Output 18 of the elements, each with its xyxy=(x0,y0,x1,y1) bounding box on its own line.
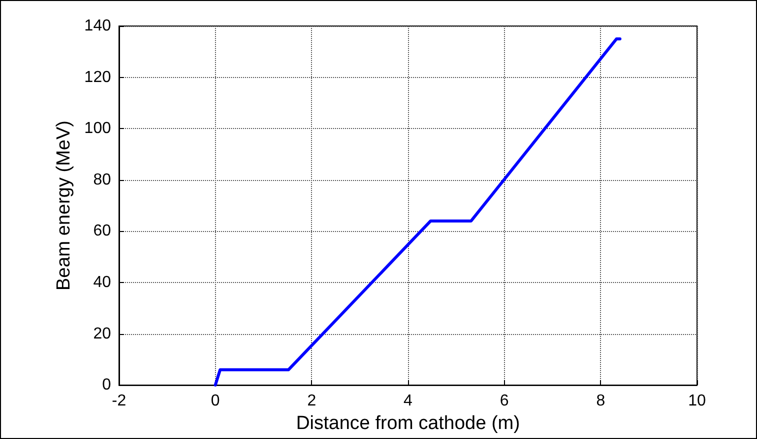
x-tick-label: 10 xyxy=(688,392,706,410)
x-tick-label: -2 xyxy=(112,392,126,410)
y-axis-title: Beam energy (MeV) xyxy=(53,120,74,291)
line-series xyxy=(214,37,622,387)
x-tick-label: 4 xyxy=(404,392,413,410)
y-tick-label: 120 xyxy=(84,68,112,86)
y-tick-label: 80 xyxy=(93,171,112,188)
x-tick-label: 6 xyxy=(500,392,509,410)
y-tick-label: 20 xyxy=(93,325,112,342)
y-tick-label: 140 xyxy=(84,18,112,34)
y-tick-label: 100 xyxy=(84,120,112,138)
x-tick-label: 2 xyxy=(307,392,316,410)
x-tick-label: 8 xyxy=(596,392,606,410)
x-axis-title: Distance from cathode (m) xyxy=(296,413,520,434)
y-tick-label: 0 xyxy=(102,376,112,394)
y-tick-label: 60 xyxy=(93,222,112,240)
x-tick-label: 0 xyxy=(210,392,220,410)
y-tick-label: 40 xyxy=(93,274,112,291)
